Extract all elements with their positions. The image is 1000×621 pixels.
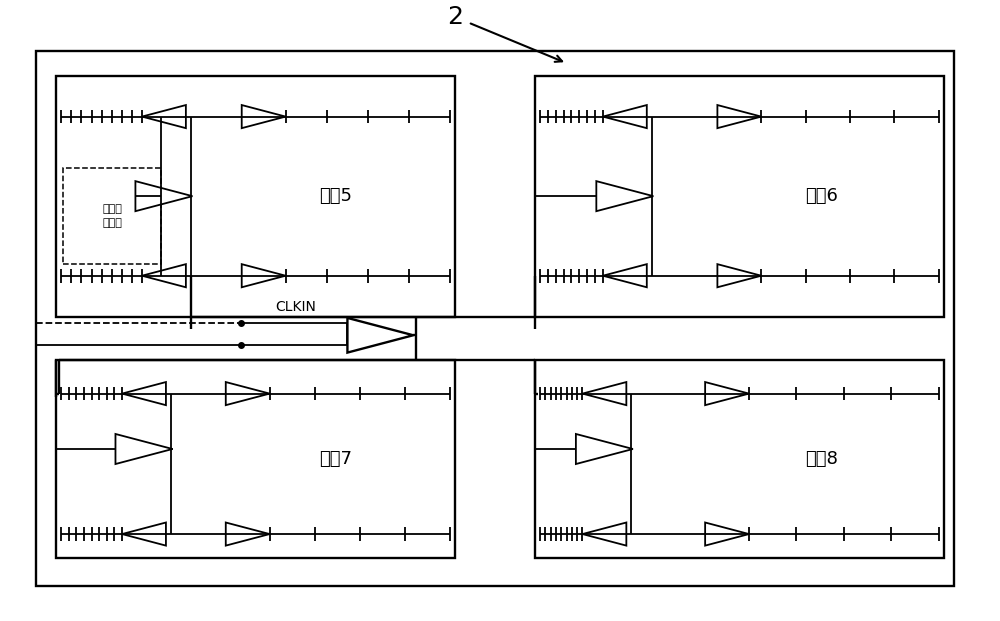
FancyBboxPatch shape [535, 76, 944, 317]
FancyBboxPatch shape [63, 168, 161, 264]
Text: 裸片6: 裸片6 [805, 187, 838, 205]
Text: 时钟产
生模块: 时钟产 生模块 [102, 204, 122, 229]
Polygon shape [242, 264, 286, 288]
Text: CLKIN: CLKIN [275, 299, 316, 314]
Polygon shape [582, 382, 626, 405]
Text: 裸片8: 裸片8 [805, 450, 838, 468]
Polygon shape [603, 105, 647, 128]
Polygon shape [242, 105, 286, 128]
Polygon shape [596, 181, 653, 211]
Polygon shape [115, 434, 173, 464]
Polygon shape [226, 522, 270, 546]
Text: 2: 2 [447, 5, 463, 29]
Polygon shape [582, 522, 626, 546]
Polygon shape [142, 105, 186, 128]
Polygon shape [705, 522, 749, 546]
Polygon shape [717, 105, 761, 128]
FancyBboxPatch shape [56, 76, 455, 317]
Polygon shape [717, 264, 761, 288]
Polygon shape [135, 181, 192, 211]
Polygon shape [603, 264, 647, 288]
Text: 裸片5: 裸片5 [319, 187, 352, 205]
Polygon shape [705, 382, 749, 405]
Polygon shape [122, 382, 166, 405]
FancyBboxPatch shape [56, 360, 455, 558]
FancyBboxPatch shape [535, 360, 944, 558]
Polygon shape [347, 318, 413, 353]
FancyBboxPatch shape [36, 51, 954, 586]
Text: 裸片7: 裸片7 [319, 450, 352, 468]
Polygon shape [576, 434, 633, 464]
Polygon shape [142, 264, 186, 288]
Polygon shape [226, 382, 270, 405]
Polygon shape [122, 522, 166, 546]
